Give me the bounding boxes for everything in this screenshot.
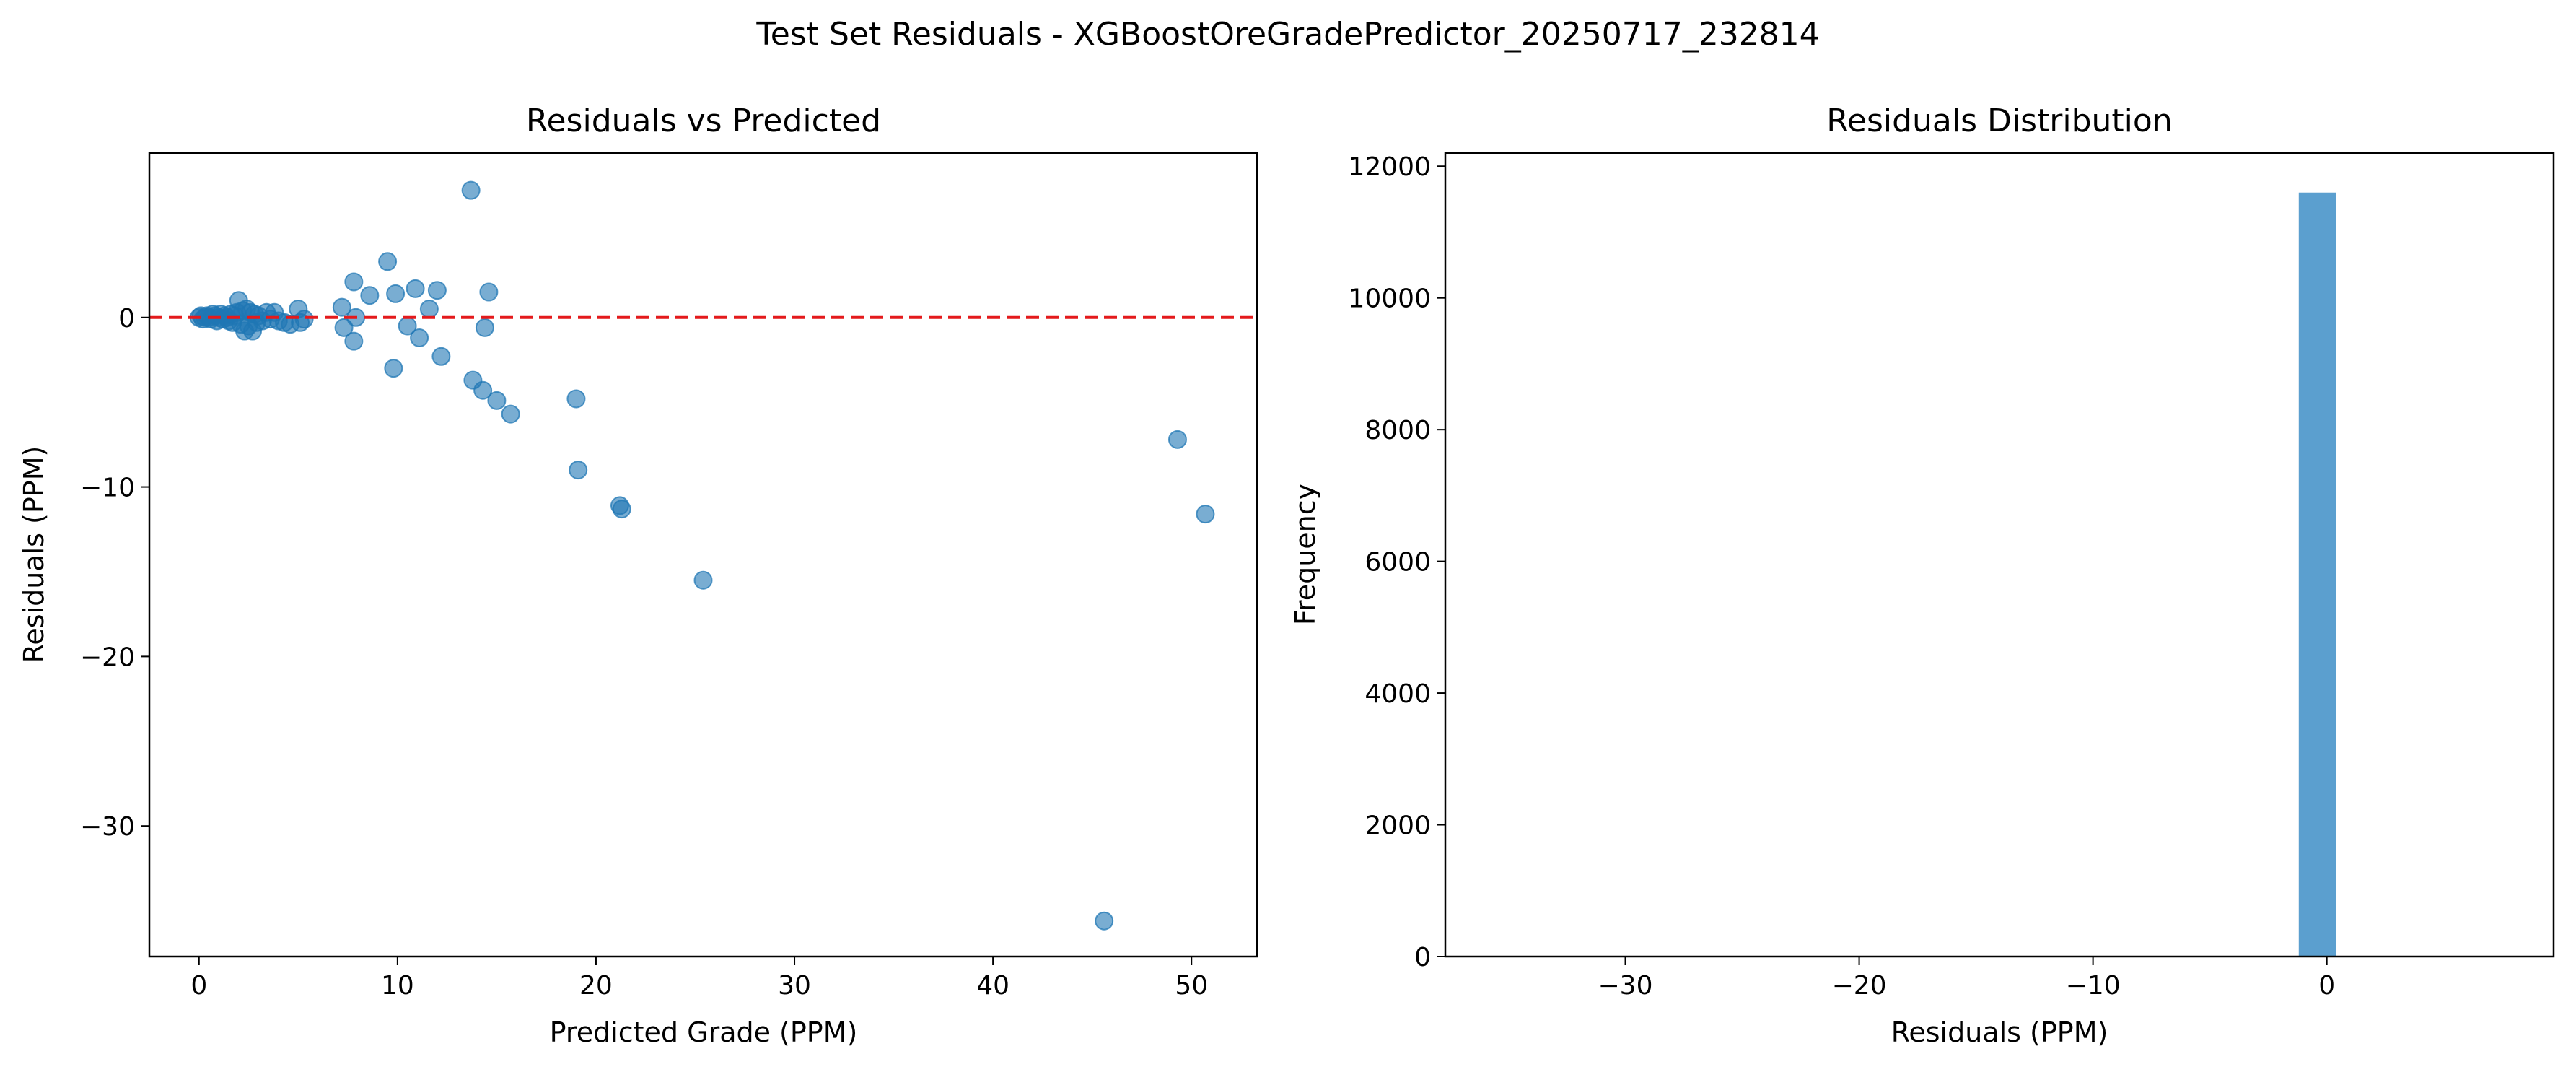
scatter-point bbox=[487, 391, 507, 410]
scatter-point bbox=[1196, 505, 1215, 524]
scatter-point bbox=[612, 500, 631, 519]
scatter-x-tick-label: 30 bbox=[778, 971, 811, 1001]
scatter-x-tick-label: 50 bbox=[1175, 971, 1208, 1001]
histogram-title: Residuals Distribution bbox=[1826, 103, 2172, 139]
scatter-point bbox=[406, 279, 425, 298]
scatter-point bbox=[386, 284, 406, 303]
scatter-y-tick-label: −10 bbox=[80, 474, 135, 503]
scatter-point bbox=[566, 389, 586, 409]
histogram-y-tick-label: 4000 bbox=[1364, 679, 1431, 709]
scatter-point bbox=[473, 380, 493, 400]
scatter-x-tick-label: 20 bbox=[579, 971, 613, 1001]
histogram-axes-frame bbox=[1444, 152, 2555, 958]
histogram-bar bbox=[2298, 192, 2336, 957]
scatter-point bbox=[569, 461, 588, 480]
scatter-point bbox=[475, 318, 494, 337]
scatter-title: Residuals vs Predicted bbox=[526, 103, 881, 139]
histogram-y-tick-label: 8000 bbox=[1364, 416, 1431, 445]
histogram-x-tick-label: −10 bbox=[2066, 971, 2121, 1001]
histogram-x-axis-label: Residuals (PPM) bbox=[1891, 1016, 2108, 1048]
scatter-x-tick-label: 10 bbox=[381, 971, 414, 1001]
scatter-point bbox=[332, 297, 351, 317]
scatter-point bbox=[427, 281, 447, 300]
scatter-point bbox=[378, 252, 398, 271]
histogram-y-tick-label: 10000 bbox=[1348, 284, 1431, 314]
figure-suptitle: Test Set Residuals - XGBoostOreGradePred… bbox=[755, 16, 1819, 53]
scatter-point bbox=[479, 282, 499, 302]
histogram-y-tick-label: 12000 bbox=[1348, 152, 1431, 182]
scatter-x-axis-label: Predicted Grade (PPM) bbox=[550, 1016, 858, 1048]
histogram-x-tick-label: −30 bbox=[1598, 971, 1653, 1001]
scatter-point bbox=[384, 359, 403, 378]
scatter-point bbox=[334, 318, 354, 337]
scatter-panel: Residuals vs Predicted 0 10 20 30 40 50 −30 −20… bbox=[18, 103, 1258, 1048]
scatter-ticks: 0 10 20 30 40 50 −30 −20 −10 0 bbox=[80, 304, 1208, 1001]
scatter-y-axis-label: Residuals (PPM) bbox=[18, 446, 50, 663]
scatter-y-tick-label: 0 bbox=[118, 304, 135, 334]
histogram-y-tick-label: 2000 bbox=[1364, 811, 1431, 841]
scatter-point bbox=[344, 331, 364, 351]
scatter-point bbox=[410, 328, 429, 347]
histogram-y-tick-label: 6000 bbox=[1364, 548, 1431, 578]
histogram-bars bbox=[2298, 192, 2336, 957]
scatter-point bbox=[360, 286, 380, 305]
scatter-point bbox=[1095, 911, 1114, 931]
histogram-ticks: −30 −20 −10 0 0 2000 4000 6000 8000 10000 12000 bbox=[1348, 152, 2335, 1001]
scatter-point bbox=[501, 404, 520, 424]
scatter-x-tick-label: 0 bbox=[190, 971, 207, 1001]
scatter-point bbox=[419, 300, 439, 319]
scatter-y-tick-label: −20 bbox=[80, 642, 135, 672]
scatter-point bbox=[461, 180, 481, 200]
scatter-point bbox=[431, 347, 451, 366]
scatter-point bbox=[693, 570, 713, 590]
scatter-point bbox=[294, 310, 314, 329]
histogram-x-tick-label: 0 bbox=[2318, 971, 2335, 1001]
scatter-axes-frame bbox=[148, 152, 1258, 958]
histogram-panel: Residuals Distribution −30 −20 −10 0 0 2000 40… bbox=[1289, 103, 2555, 1048]
scatter-x-tick-label: 40 bbox=[976, 971, 1009, 1001]
histogram-x-tick-label: −20 bbox=[1832, 971, 1887, 1001]
scatter-point bbox=[344, 272, 364, 292]
histogram-y-tick-label: 0 bbox=[1414, 943, 1431, 972]
scatter-y-tick-label: −30 bbox=[80, 812, 135, 842]
scatter-point bbox=[1167, 430, 1187, 449]
histogram-y-axis-label: Frequency bbox=[1289, 484, 1321, 625]
